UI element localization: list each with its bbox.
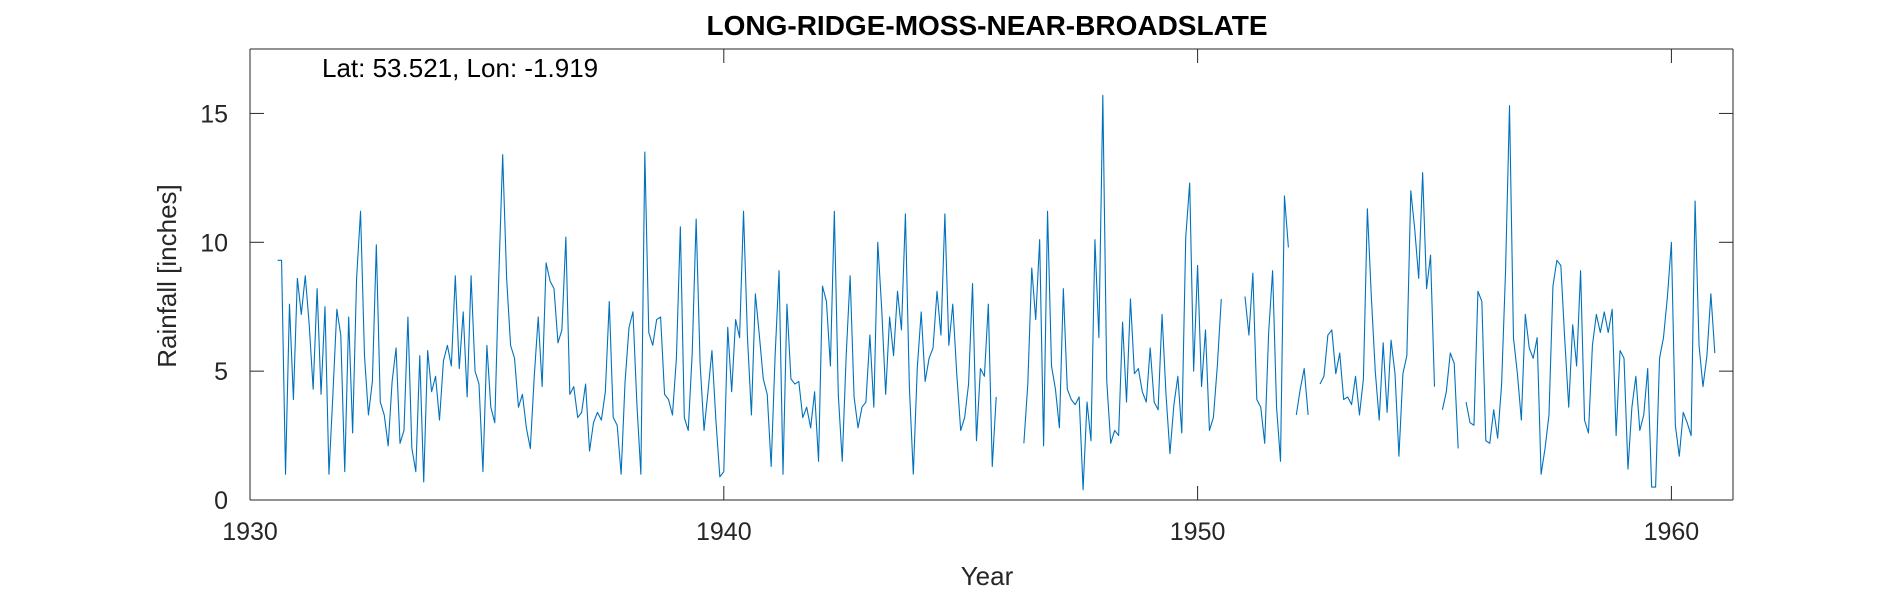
rainfall-series-line <box>1023 94 1222 491</box>
chart-title: LONG-RIDGE-MOSS-NEAR-BROADSLATE <box>706 10 1267 41</box>
x-tick-label: 1930 <box>222 518 278 546</box>
rainfall-series-line <box>1319 172 1436 457</box>
x-tick-label: 1960 <box>1644 518 1700 546</box>
rainfall-series-line <box>1465 105 1716 488</box>
y-axis-label: Rainfall [inches] <box>152 184 182 368</box>
x-tick-label: 1940 <box>696 518 752 546</box>
y-tick-label: 10 <box>200 229 228 257</box>
y-tick-label: 5 <box>214 358 228 386</box>
y-tick-label: 15 <box>200 100 228 128</box>
rainfall-series-line <box>1244 195 1289 462</box>
x-tick-label: 1950 <box>1170 518 1226 546</box>
series-layer <box>277 94 1716 491</box>
rainfall-series-line <box>277 151 997 483</box>
location-annotation: Lat: 53.521, Lon: -1.919 <box>322 53 598 83</box>
rainfall-series-line <box>1441 352 1459 449</box>
x-axis-label: Year <box>961 561 1014 591</box>
axes: 1930 1940 1950 1960 0 5 10 15 <box>200 48 1734 546</box>
y-tick-label: 0 <box>214 487 228 515</box>
rainfall-series-line <box>1295 368 1309 416</box>
